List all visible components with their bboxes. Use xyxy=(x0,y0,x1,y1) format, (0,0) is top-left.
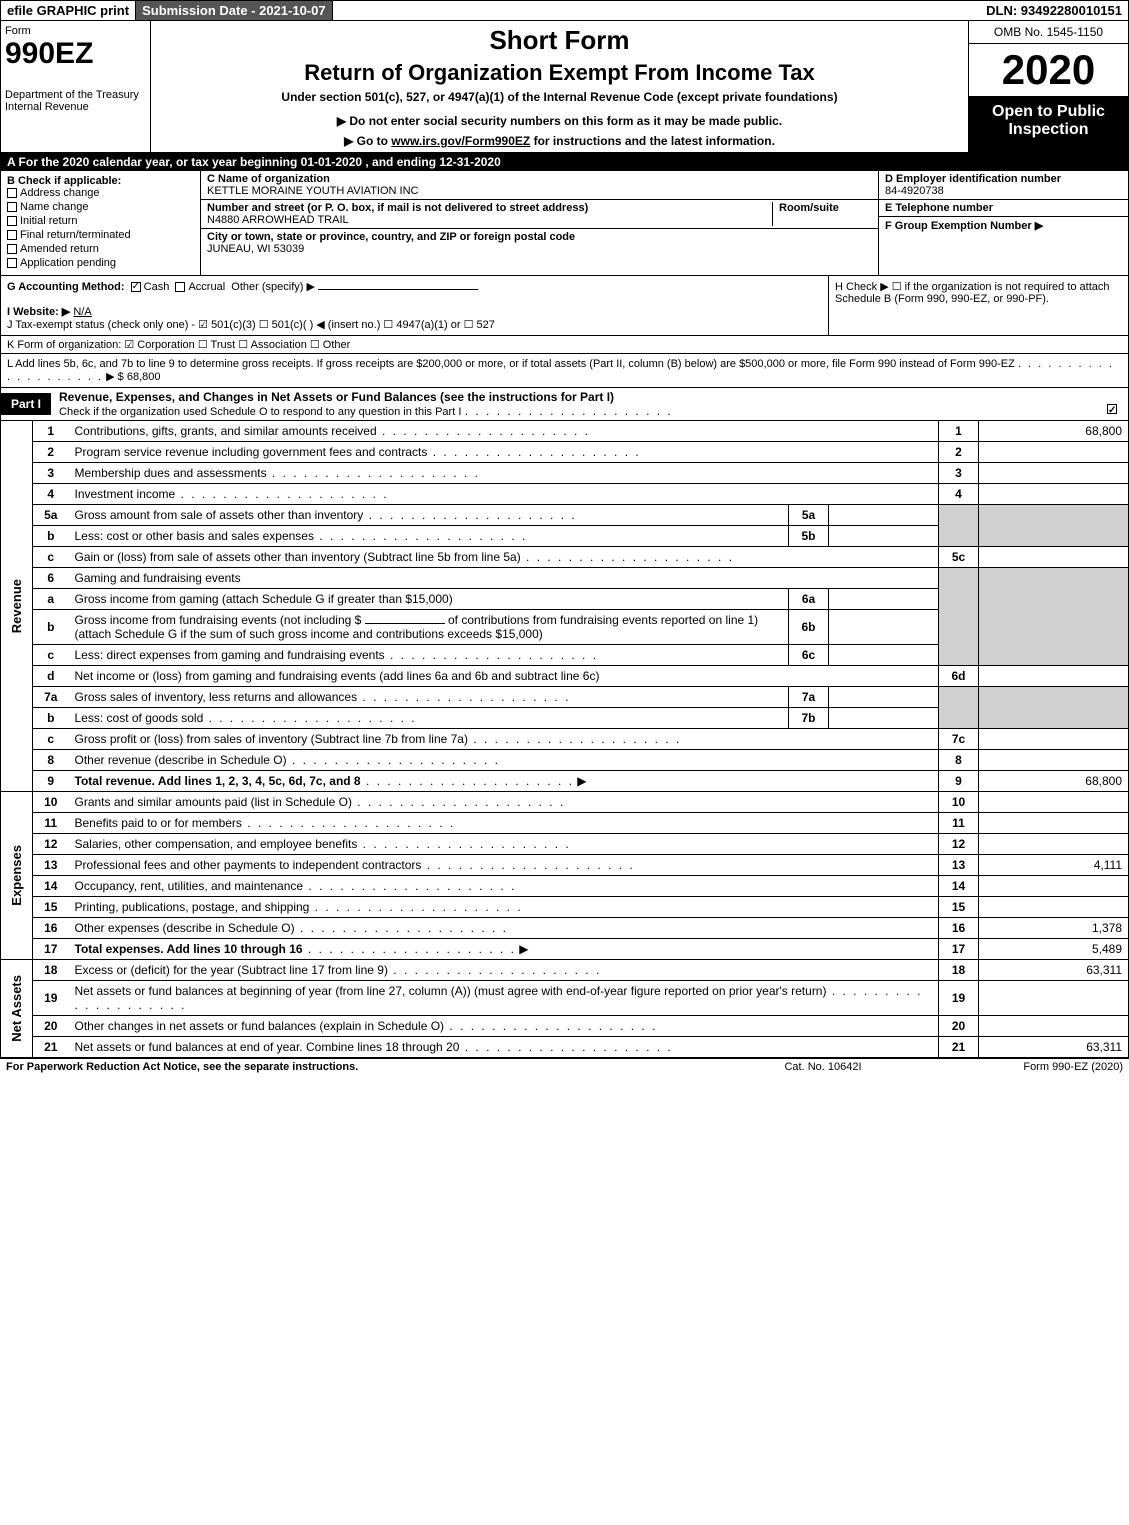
part-1-table: Revenue 1 Contributions, gifts, grants, … xyxy=(0,421,1129,1058)
gross-receipts: 68,800 xyxy=(127,371,161,383)
org-name: KETTLE MORAINE YOUTH AVIATION INC xyxy=(207,185,418,197)
ck-application-pending[interactable]: Application pending xyxy=(7,257,194,269)
org-city: JUNEAU, WI 53039 xyxy=(207,243,304,255)
ck-address-change[interactable]: Address change xyxy=(7,187,194,199)
b-label: B Check if applicable: xyxy=(7,175,121,187)
website-value: N/A xyxy=(73,306,91,318)
row-g-h: G Accounting Method: Cash Accrual Other … xyxy=(0,276,1129,336)
part-1-header: Part I Revenue, Expenses, and Changes in… xyxy=(0,388,1129,421)
open-to-public: Open to Public Inspection xyxy=(969,97,1128,152)
expenses-sidebar: Expenses xyxy=(7,845,26,906)
footer-left: For Paperwork Reduction Act Notice, see … xyxy=(6,1061,723,1073)
line-16-value: 1,378 xyxy=(979,918,1129,939)
short-form-title: Short Form xyxy=(159,25,960,56)
j-tax-exempt: J Tax-exempt status (check only one) - ☑… xyxy=(7,319,495,331)
form-label: Form xyxy=(5,25,146,37)
under-section: Under section 501(c), 527, or 4947(a)(1)… xyxy=(159,90,960,104)
line-18-value: 63,311 xyxy=(979,960,1129,981)
c-city-label: City or town, state or province, country… xyxy=(207,231,575,243)
d-ein-label: D Employer identification number xyxy=(885,173,1061,185)
g-label: G Accounting Method: xyxy=(7,281,125,293)
e-phone-label: E Telephone number xyxy=(885,202,993,214)
ck-name-change[interactable]: Name change xyxy=(7,201,194,213)
dln-label: DLN: 93492280010151 xyxy=(980,1,1128,20)
room-label: Room/suite xyxy=(779,202,839,214)
line-17-value: 5,489 xyxy=(979,939,1129,960)
f-group-label: F Group Exemption Number ▶ xyxy=(885,220,1043,232)
footer-cat: Cat. No. 10642I xyxy=(723,1061,923,1073)
c-street-label: Number and street (or P. O. box, if mail… xyxy=(207,202,588,214)
block-b-c-d: B Check if applicable: Address change Na… xyxy=(0,171,1129,276)
row-l: L Add lines 5b, 6c, and 7b to line 9 to … xyxy=(0,354,1129,388)
return-title: Return of Organization Exempt From Incom… xyxy=(159,60,960,86)
ck-schedule-o[interactable] xyxy=(1107,404,1117,414)
do-not-enter: ▶ Do not enter social security numbers o… xyxy=(159,114,960,128)
form-number: 990EZ xyxy=(5,37,146,71)
line-21-value: 63,311 xyxy=(979,1037,1129,1058)
row-a: A For the 2020 calendar year, or tax yea… xyxy=(0,153,1129,171)
form-header: Form 990EZ Department of the Treasury In… xyxy=(0,21,1129,153)
irs-link[interactable]: www.irs.gov/Form990EZ xyxy=(391,134,530,148)
i-label: I Website: ▶ xyxy=(7,306,70,318)
ck-final-return[interactable]: Final return/terminated xyxy=(7,229,194,241)
row-k: K Form of organization: ☑ Corporation ☐ … xyxy=(0,336,1129,354)
dept-label: Department of the Treasury Internal Reve… xyxy=(5,89,146,113)
omb-number: OMB No. 1545-1150 xyxy=(969,21,1128,44)
tax-year: 2020 xyxy=(969,44,1128,97)
footer-form: Form 990-EZ (2020) xyxy=(923,1061,1123,1073)
top-bar: efile GRAPHIC print Submission Date - 20… xyxy=(0,0,1129,21)
part-1-label: Part I xyxy=(1,393,51,415)
goto-link-line: ▶ Go to www.irs.gov/Form990EZ for instru… xyxy=(159,134,960,148)
ck-cash[interactable] xyxy=(131,282,141,292)
ein-value: 84-4920738 xyxy=(885,185,944,197)
ck-initial-return[interactable]: Initial return xyxy=(7,215,194,227)
submission-date: Submission Date - 2021-10-07 xyxy=(135,1,333,20)
net-assets-sidebar: Net Assets xyxy=(7,975,26,1042)
line-13-value: 4,111 xyxy=(979,855,1129,876)
h-check: H Check ▶ ☐ if the organization is not r… xyxy=(828,276,1128,335)
c-name-label: C Name of organization xyxy=(207,173,330,185)
efile-label: efile GRAPHIC print xyxy=(1,1,135,20)
ck-amended-return[interactable]: Amended return xyxy=(7,243,194,255)
ck-accrual[interactable] xyxy=(175,282,185,292)
page-footer: For Paperwork Reduction Act Notice, see … xyxy=(0,1058,1129,1075)
org-street: N4880 ARROWHEAD TRAIL xyxy=(207,214,349,226)
line-1-value: 68,800 xyxy=(979,421,1129,442)
line-9-value: 68,800 xyxy=(979,771,1129,792)
revenue-sidebar: Revenue xyxy=(7,579,26,633)
